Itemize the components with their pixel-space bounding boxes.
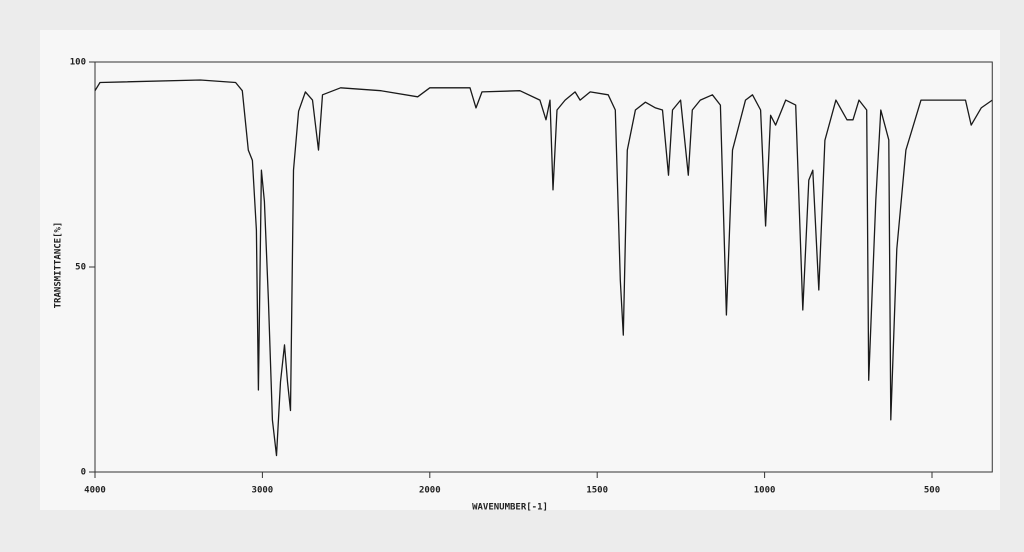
paper xyxy=(40,30,1000,510)
y-tick-label: 50 xyxy=(75,263,86,273)
y-axis-label: TRANSMITTANCE[%] xyxy=(54,222,64,309)
y-tick-label: 100 xyxy=(70,58,86,68)
x-tick-label: 3000 xyxy=(252,486,274,496)
x-tick-label: 500 xyxy=(924,486,940,496)
x-axis-label: WAVENUMBER[-1] xyxy=(472,503,548,513)
x-tick-label: 1500 xyxy=(586,486,608,496)
x-tick-label: 2000 xyxy=(419,486,441,496)
spectrum-line xyxy=(94,79,993,457)
y-tick-label: 0 xyxy=(81,468,86,478)
x-tick-label: 1000 xyxy=(754,486,776,496)
x-tick-label: 4000 xyxy=(84,486,106,496)
